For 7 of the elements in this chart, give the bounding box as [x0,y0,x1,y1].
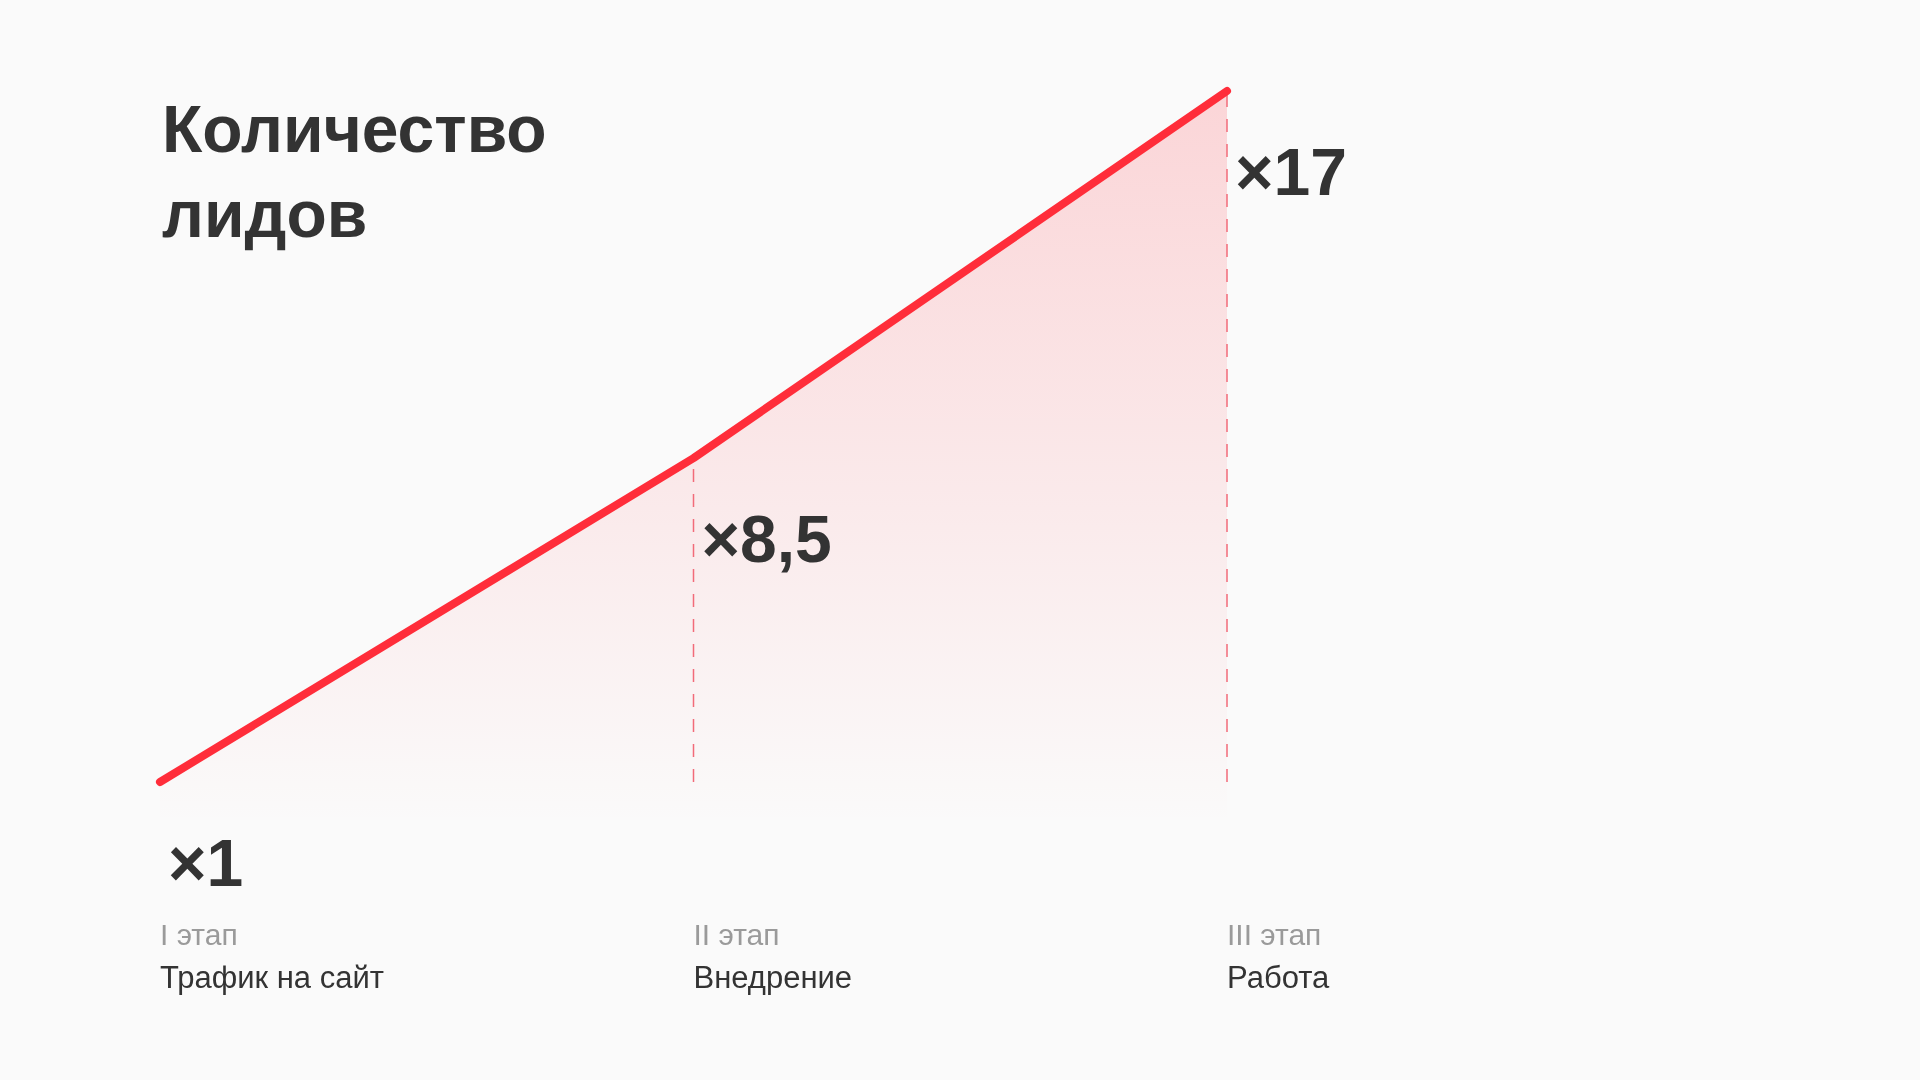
text: Количество лидов [162,92,547,251]
category-label: II этап Внедрение [693,918,853,995]
data-label: ×8,5 [701,502,832,577]
category-label: III этап Работа [1227,918,1330,995]
data-label: ×1 [168,826,244,900]
category-label: I этап Трафик на сайт [160,918,384,995]
data-label: ×17 [1235,135,1347,209]
